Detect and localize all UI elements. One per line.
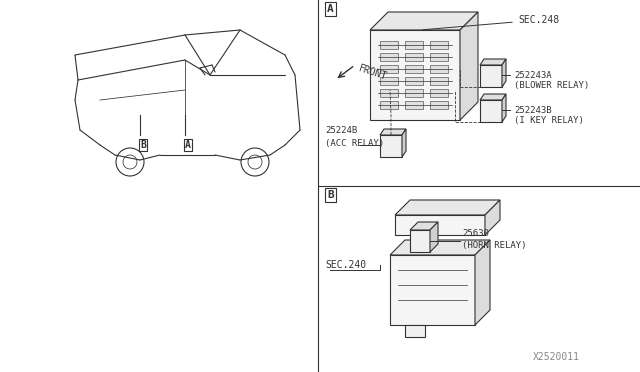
Polygon shape [430, 41, 448, 49]
Text: B: B [140, 140, 146, 150]
Text: 252243A: 252243A [514, 71, 552, 80]
Text: 252243B: 252243B [514, 106, 552, 115]
Polygon shape [395, 215, 485, 235]
Polygon shape [405, 65, 423, 73]
Polygon shape [370, 30, 460, 120]
Polygon shape [395, 200, 500, 215]
Text: (BLOWER RELAY): (BLOWER RELAY) [514, 80, 589, 90]
Polygon shape [430, 222, 438, 252]
Polygon shape [380, 101, 398, 109]
Polygon shape [405, 101, 423, 109]
Polygon shape [502, 94, 506, 122]
Polygon shape [370, 12, 478, 30]
Polygon shape [410, 222, 438, 230]
Text: B: B [327, 190, 333, 200]
Polygon shape [475, 240, 490, 325]
Polygon shape [380, 65, 398, 73]
Text: FRONT: FRONT [357, 64, 388, 82]
Text: A: A [185, 140, 191, 150]
Polygon shape [430, 77, 448, 85]
Polygon shape [380, 53, 398, 61]
Polygon shape [460, 12, 478, 120]
Polygon shape [380, 89, 398, 97]
Polygon shape [405, 77, 423, 85]
Polygon shape [430, 53, 448, 61]
Polygon shape [430, 65, 448, 73]
Polygon shape [380, 77, 398, 85]
Polygon shape [480, 100, 502, 122]
Polygon shape [380, 129, 406, 135]
Polygon shape [430, 101, 448, 109]
Text: A: A [327, 4, 333, 14]
Polygon shape [485, 200, 500, 235]
Polygon shape [405, 53, 423, 61]
Text: (I KEY RELAY): (I KEY RELAY) [514, 115, 584, 125]
Polygon shape [390, 255, 475, 325]
Polygon shape [380, 135, 402, 157]
Polygon shape [405, 89, 423, 97]
Text: (ACC RELAY): (ACC RELAY) [325, 138, 384, 148]
Polygon shape [390, 240, 490, 255]
Polygon shape [480, 59, 506, 65]
Text: 25630: 25630 [462, 228, 489, 237]
Polygon shape [402, 129, 406, 157]
Polygon shape [380, 41, 398, 49]
Polygon shape [405, 41, 423, 49]
Text: X2520011: X2520011 [533, 352, 580, 362]
Polygon shape [410, 230, 430, 252]
Polygon shape [502, 59, 506, 87]
Polygon shape [405, 325, 425, 337]
Polygon shape [480, 65, 502, 87]
Text: SEC.248: SEC.248 [518, 15, 559, 25]
Polygon shape [480, 94, 506, 100]
Text: SEC.240: SEC.240 [325, 260, 366, 270]
Text: 25224B: 25224B [325, 125, 357, 135]
Polygon shape [430, 89, 448, 97]
Text: (HORN RELAY): (HORN RELAY) [462, 241, 527, 250]
